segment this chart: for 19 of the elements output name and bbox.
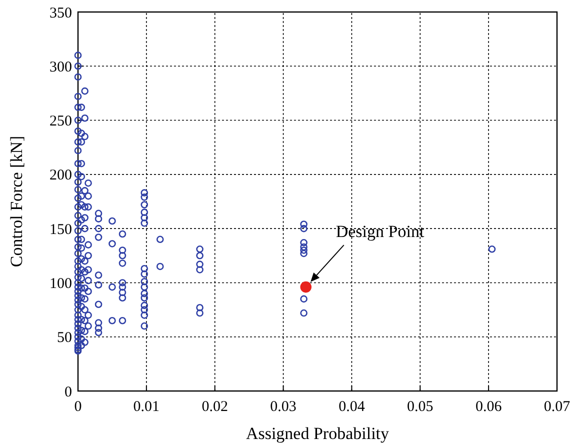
y-tick-label: 100: [50, 276, 72, 292]
annotation: Design Point: [336, 222, 424, 242]
x-tick-label: 0.01: [133, 399, 160, 415]
x-tick-label: 0.06: [475, 399, 502, 415]
x-tick-label: 0.05: [407, 399, 434, 415]
y-tick-label: 0: [64, 384, 72, 400]
y-tick-label: 200: [50, 168, 72, 184]
x-tick-label: 0.02: [202, 399, 228, 415]
x-tick-label: 0.03: [270, 399, 296, 415]
x-axis-title: Assigned Probability: [246, 424, 390, 443]
x-tick-label: 0.07: [544, 399, 571, 415]
y-tick-label: 350: [50, 5, 72, 22]
y-tick-label: 300: [50, 59, 72, 76]
x-tick-label: 0: [74, 399, 82, 415]
y-tick-label: 250: [50, 114, 72, 130]
x-tick-label: 0.04: [338, 399, 366, 415]
y-tick-label: 50: [57, 330, 72, 346]
y-tick-label: 150: [50, 222, 72, 238]
y-axis-title: Control Force [kN]: [7, 136, 26, 268]
